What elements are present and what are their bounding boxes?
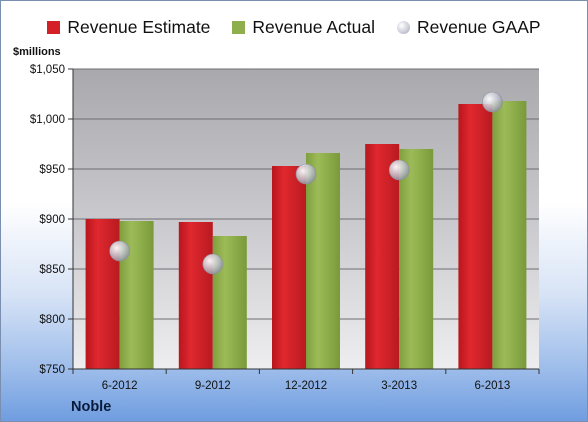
y-tick-label: $800 <box>39 314 65 326</box>
marker-revenue-gaap <box>388 159 410 181</box>
y-tick-label: $900 <box>39 214 65 226</box>
legend-item-revenue-estimate: Revenue Estimate <box>47 17 210 38</box>
bar-revenue-estimate <box>458 104 493 369</box>
bar-revenue-estimate <box>178 222 213 369</box>
bar-revenue-actual <box>492 101 527 369</box>
legend-swatch-revenue-gaap <box>397 21 411 34</box>
legend-label-revenue-estimate: Revenue Estimate <box>67 17 211 37</box>
x-tick-label: 6-2013 <box>474 380 510 392</box>
y-tick-label: $1,050 <box>30 64 65 76</box>
y-axis-label: $millions <box>13 46 61 58</box>
marker-revenue-gaap <box>482 91 503 113</box>
legend-item-revenue-actual: Revenue Actual <box>232 17 375 38</box>
x-tick-label: 6-2012 <box>102 380 138 392</box>
legend-item-revenue-gaap: Revenue GAAP <box>397 17 541 38</box>
x-tick-label: 12-2012 <box>285 380 327 392</box>
bar-revenue-actual <box>306 153 340 369</box>
y-tick-label: $1,000 <box>30 114 65 126</box>
marker-revenue-gaap <box>295 163 317 185</box>
bar-revenue-estimate <box>85 219 120 369</box>
marker-revenue-gaap <box>202 253 224 275</box>
legend-label-revenue-actual: Revenue Actual <box>252 17 376 37</box>
y-tick-label: $750 <box>39 364 65 376</box>
y-tick-label: $850 <box>39 264 65 276</box>
legend-swatch-revenue-estimate <box>47 21 61 34</box>
bar-revenue-estimate <box>272 166 306 369</box>
legend: Revenue Estimate Revenue Actual Revenue … <box>1 17 587 38</box>
x-tick-label: 3-2013 <box>381 380 417 392</box>
legend-label-revenue-gaap: Revenue GAAP <box>417 17 541 37</box>
x-tick-label: 9-2012 <box>195 380 231 392</box>
marker-revenue-gaap <box>109 240 130 262</box>
legend-swatch-revenue-actual <box>232 21 246 34</box>
y-tick-label: $950 <box>39 164 65 176</box>
bar-revenue-estimate <box>365 144 400 369</box>
bar-revenue-actual <box>399 149 434 369</box>
company-name: Noble <box>71 399 112 415</box>
